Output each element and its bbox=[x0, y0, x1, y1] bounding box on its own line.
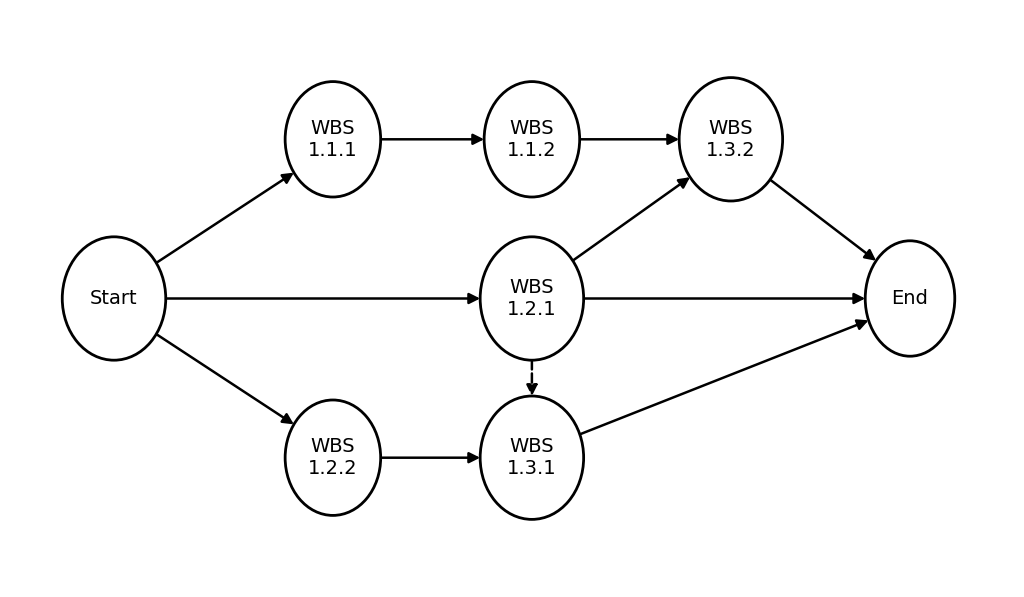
FancyArrowPatch shape bbox=[157, 334, 292, 423]
Text: Start: Start bbox=[90, 289, 138, 308]
FancyArrowPatch shape bbox=[572, 179, 688, 261]
Ellipse shape bbox=[679, 78, 782, 201]
Ellipse shape bbox=[480, 237, 584, 360]
Ellipse shape bbox=[484, 82, 580, 197]
FancyArrowPatch shape bbox=[381, 453, 477, 462]
FancyArrowPatch shape bbox=[166, 294, 477, 303]
FancyArrowPatch shape bbox=[580, 135, 677, 144]
Text: WBS
1.1.2: WBS 1.1.2 bbox=[507, 119, 557, 160]
Text: End: End bbox=[892, 289, 929, 308]
FancyArrowPatch shape bbox=[381, 135, 481, 144]
FancyArrowPatch shape bbox=[584, 294, 862, 303]
Text: WBS
1.3.1: WBS 1.3.1 bbox=[507, 437, 557, 478]
FancyArrowPatch shape bbox=[157, 174, 292, 263]
Ellipse shape bbox=[285, 400, 381, 515]
FancyArrowPatch shape bbox=[527, 360, 537, 393]
Text: WBS
1.3.2: WBS 1.3.2 bbox=[707, 119, 756, 160]
Ellipse shape bbox=[285, 82, 381, 197]
Ellipse shape bbox=[865, 241, 954, 356]
Text: WBS
1.2.1: WBS 1.2.1 bbox=[507, 278, 557, 319]
Text: WBS
1.2.2: WBS 1.2.2 bbox=[308, 437, 357, 478]
Text: WBS
1.1.1: WBS 1.1.1 bbox=[308, 119, 357, 160]
Ellipse shape bbox=[480, 396, 584, 519]
Ellipse shape bbox=[62, 237, 166, 360]
FancyArrowPatch shape bbox=[770, 180, 873, 259]
FancyArrowPatch shape bbox=[580, 321, 866, 435]
